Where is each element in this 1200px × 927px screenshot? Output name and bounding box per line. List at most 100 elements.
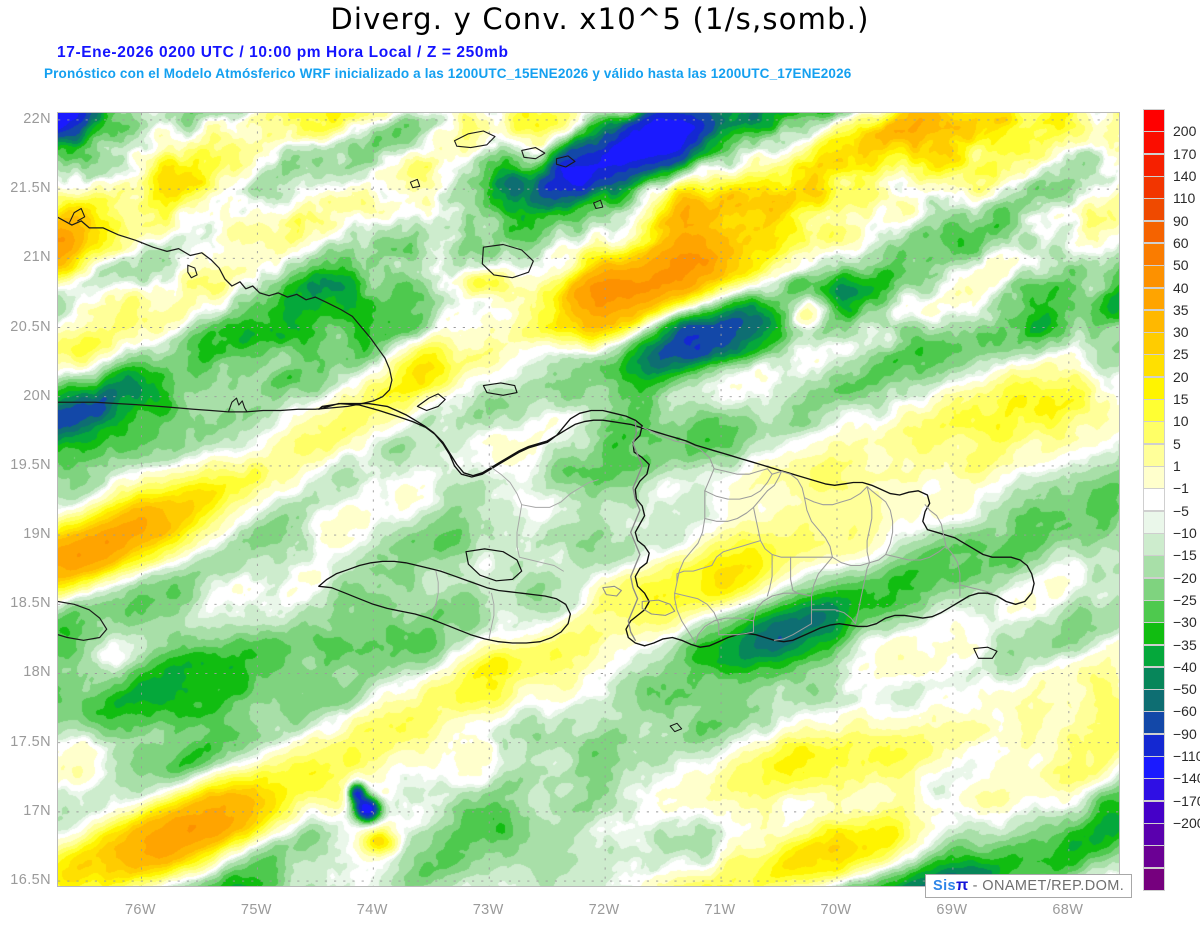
attribution-logo: Sis π - ONAMET/REP.DOM. [925,874,1133,898]
colorbar-swatch [1143,421,1165,445]
x-axis-tick-label: 73W [472,902,504,918]
colorbar-swatch [1143,131,1165,155]
colorbar-swatch [1143,510,1165,534]
colorbar-swatch [1143,622,1165,646]
colorbar-swatch [1143,399,1165,422]
province-boundary [704,490,768,522]
y-axis-tick-label: 20.5N [10,318,51,335]
colorbar-swatch [1143,309,1165,333]
province-boundary [866,486,873,564]
colorbar-tick-label: 25 [1173,346,1189,363]
colorbar-tick-label: 60 [1173,234,1189,251]
coastline-haiti-nw-tip [416,393,446,412]
department-boundary-haiti [488,592,495,638]
colorbar-swatch [1143,644,1165,668]
colorbar-tick-label: −90 [1173,725,1197,742]
coastline-island-bahamas-5 [593,199,604,210]
coastline-cuba [58,216,393,413]
department-boundary-haiti [430,570,439,616]
province-boundary [713,468,773,475]
province-boundary [885,545,947,561]
province-boundary [752,592,813,633]
department-boundary-haiti [488,465,523,506]
y-axis-tick-label: 20N [23,387,51,404]
colorbar-tick-label: −10 [1173,524,1197,541]
colorbar-swatch [1143,488,1165,512]
x-axis-tick-label: 69W [936,902,968,918]
colorbar-swatch [1143,443,1165,467]
department-boundary-haiti [518,556,564,572]
province-boundary [674,592,697,644]
province-boundary [766,553,773,597]
colorbar-swatch [1143,800,1165,824]
colorbar-tick-label: −50 [1173,681,1197,698]
plot-container: 22N 21.5N 21N 20.5N 20N 19.5N 19N 18.5N 18N 17.5N… [10,111,1120,918]
province-boundary [641,426,715,492]
colorbar-swatch [1143,599,1165,623]
x-axis-tick-label: 72W [588,902,620,918]
y-axis-tick-label: 17.5N [10,733,51,750]
y-axis-tick-label: 19.5N [10,456,51,473]
logo-pi-icon: π [955,877,969,894]
colorbar-tick-label: −5 [1173,502,1189,519]
province-boundary [924,504,947,547]
colorbar-tick-label: −40 [1173,658,1197,675]
coastline-cuba-bay [227,397,248,413]
coastline-island-bahamas-3 [555,155,576,168]
colorbar-swatch [1143,153,1165,177]
colorbar-tick-label: 40 [1173,279,1189,296]
y-axis-tick-label: 19N [23,526,51,543]
map-overlay [58,113,1119,886]
department-boundary-haiti [516,504,523,558]
colorbar-tick-label: 35 [1173,301,1189,318]
colorbar-tick-label: 170 [1173,145,1197,162]
colorbar-swatch [1143,265,1165,289]
province-boundary [810,556,833,625]
province-boundary [711,540,762,567]
colorbar-tick-label: 15 [1173,391,1189,408]
province-boundary [718,631,755,636]
coastline-island-bahamas-2 [521,147,546,160]
x-axis-tick-label: 74W [356,902,388,918]
y-axis-tick-label: 16.5N [10,872,51,889]
colorbar-tick-label: −1 [1173,480,1189,497]
colorbar-swatch [1143,287,1165,311]
colorbar-tick-label: −110 [1173,748,1200,765]
x-axis-tick-label: 68W [1052,902,1084,918]
coastline-haiti-south-peninsula [318,560,572,644]
colorbar-tick-label: −60 [1173,703,1197,720]
divergence-convergence-field [58,113,1119,886]
colorbar-swatch [1143,756,1165,780]
colorbar-tick-label: 30 [1173,324,1189,341]
colorbar-tick-label: −15 [1173,547,1197,564]
colorbar-tick-label: −140 [1173,770,1200,787]
map-plot-area[interactable] [57,112,1120,887]
colorbar-tick-label: 140 [1173,167,1197,184]
colorbar: 200 170 140 110 90 60 50 40 35 30 25 20 15 10 5 1 −1 −5 −1… [1143,109,1200,891]
colorbar-tick-label: −25 [1173,591,1197,608]
coastline-saona-island [973,646,998,659]
page-title: Diverg. y Conv. x10^5 (1/s,somb.) [330,2,870,36]
colorbar-swatch [1143,666,1165,690]
coastline-cuba-north-inlet [69,207,86,223]
province-boundary [771,470,806,499]
department-boundary-haiti [569,479,599,495]
y-axis-tick-label: 17N [23,802,51,819]
colorbar-tick-label: 10 [1173,413,1189,430]
colorbar-tick-label: 90 [1173,212,1189,229]
department-boundary-haiti [521,493,571,508]
y-axis-tick-label: 22N [23,110,51,127]
logo-sis-text: Sis [933,878,956,894]
x-axis-tick-label: 70W [820,902,852,918]
colorbar-swatch [1143,376,1165,400]
colorbar-swatch [1143,689,1165,713]
province-boundary [803,486,868,506]
coastline-hispaniola [318,402,1035,648]
y-axis-tick-label: 21N [23,249,51,266]
province-boundary [959,584,993,594]
province-boundary [752,506,833,558]
colorbar-swatch [1143,867,1165,891]
colorbar-swatch [1143,733,1165,757]
province-boundary [766,470,782,492]
colorbar-swatch [1143,823,1165,846]
